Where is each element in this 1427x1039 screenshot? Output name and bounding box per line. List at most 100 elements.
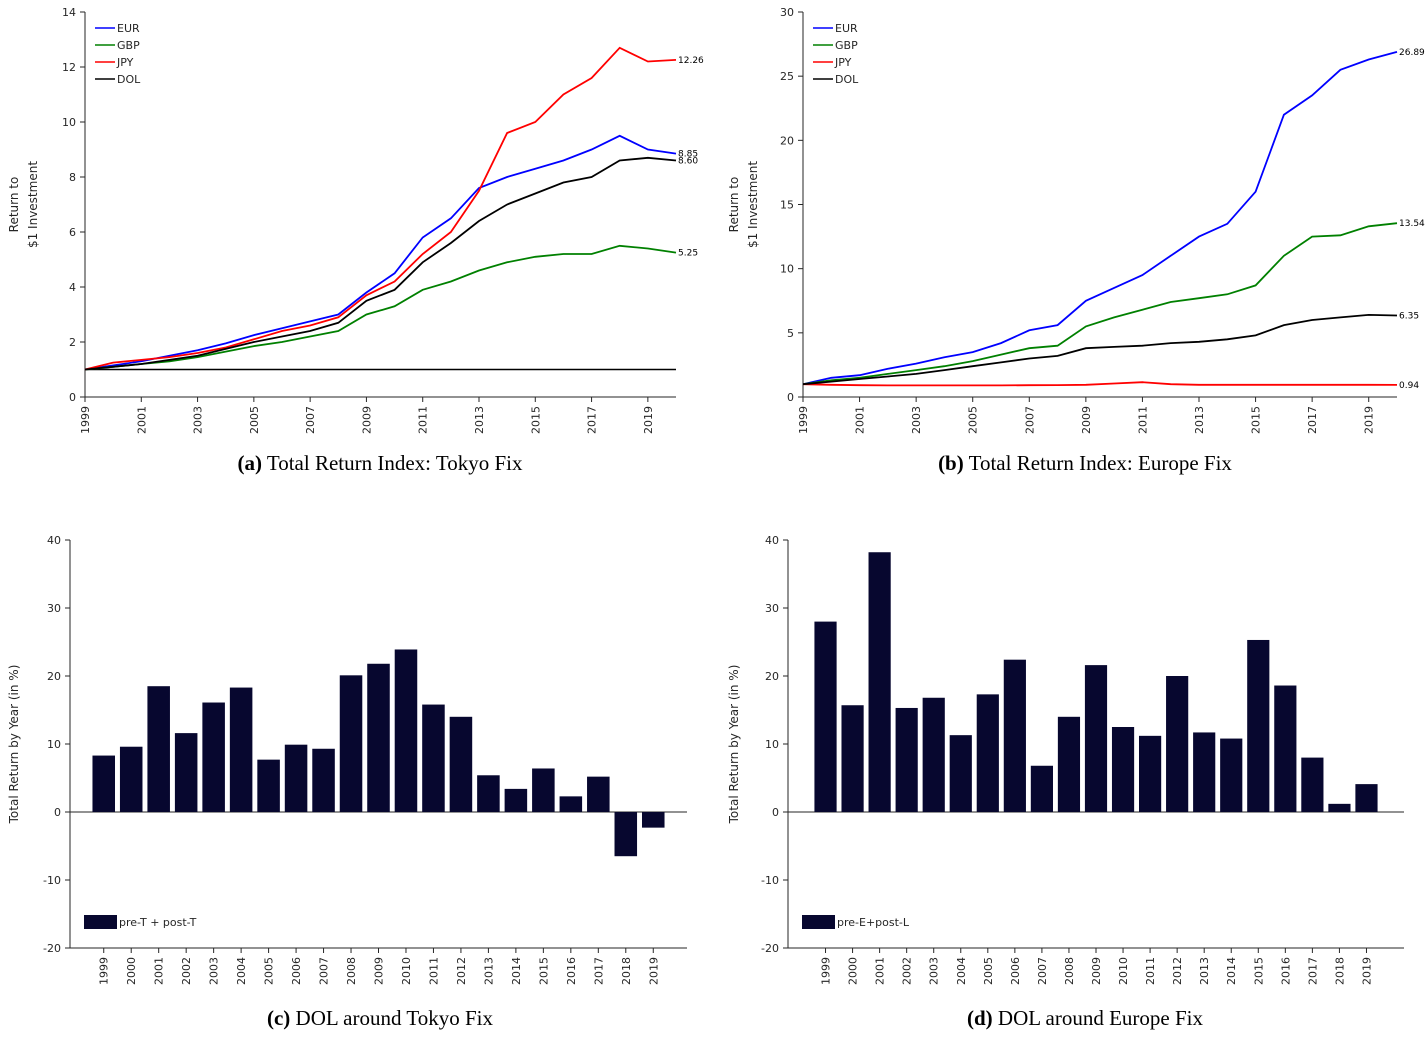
x-tick-label: 2010 [400,957,413,985]
x-tick-label: 2009 [1080,406,1093,434]
x-tick-label: 2005 [248,406,261,434]
series-line [802,222,1398,386]
bar [174,733,198,812]
caption-text: Total Return Index: Tokyo Fix [267,451,523,475]
end-label: 5.25 [678,249,698,259]
bar [1057,716,1081,812]
x-tick-label: 2018 [620,957,633,985]
bar [532,768,555,812]
x-tick-label: 2002 [901,957,914,985]
x-tick-label: 2016 [565,957,578,985]
x-tick-label: 2011 [417,406,430,434]
y-tick-label: 0 [787,391,794,404]
bar [422,704,445,812]
bar [1247,639,1270,812]
bar [394,649,418,812]
legend-label: JPY [116,56,134,69]
x-tick-label: 2003 [192,406,205,434]
series-line [84,46,677,371]
legend-swatch [84,915,117,929]
x-tick-label: 1999 [797,406,810,434]
bar [1139,735,1162,812]
legend-label: GBP [117,39,140,52]
y-tick-label: 10 [780,263,794,276]
bar [1084,665,1108,812]
bar [284,744,308,812]
y-tick-label: -20 [43,942,61,955]
x-tick-label: 2005 [982,957,995,985]
x-tick-label: 2013 [1193,406,1206,434]
x-tick-label: 2013 [482,957,495,985]
y-tick-label: 0 [69,391,76,404]
x-tick-label: 2004 [235,957,248,985]
x-tick-label: 2007 [318,957,331,985]
x-tick-label: 2006 [1009,957,1022,985]
y-tick-label: 6 [69,226,76,239]
x-tick-label: 2007 [1036,957,1049,985]
y-tick-label: 2 [69,336,76,349]
end-label: 8.85 [678,150,698,160]
legend-label: EUR [835,22,858,35]
y-axis-label: Total Return by Year (in %) [727,665,741,825]
x-tick-label: 2001 [135,406,148,434]
bar [1301,757,1324,812]
x-tick-label: 2014 [510,957,523,985]
bar [559,796,583,812]
y-tick-label: 20 [47,670,61,683]
y-tick-label: 40 [47,534,61,547]
series-line [84,134,677,371]
x-tick-label: 2008 [1063,957,1076,985]
x-tick-label: 2015 [529,406,542,434]
legend-label: JPY [834,56,852,69]
bar [312,748,335,812]
end-label: 26.89 [1399,48,1425,58]
series-line [802,381,1398,387]
caption-label: (d) [967,1006,993,1030]
end-label: 12.26 [678,56,704,66]
x-tick-label: 2011 [1136,406,1149,434]
y-axis-label: Return to [727,177,741,233]
bar [868,552,891,812]
bar [229,687,253,812]
x-tick-label: 2001 [874,957,887,985]
x-tick-label: 2017 [1306,406,1319,434]
bar [1003,659,1026,812]
x-tick-label: 2019 [647,957,660,985]
series-line [802,51,1398,386]
x-tick-label: 2017 [586,406,599,434]
x-tick-label: 2013 [473,406,486,434]
x-tick-label: 1999 [79,406,92,434]
legend-label: pre-T + post-T [119,916,197,929]
bar [614,812,638,857]
y-tick-label: 8 [69,171,76,184]
x-tick-label: 2018 [1333,957,1346,985]
y-tick-label: 4 [69,281,76,294]
x-tick-label: 2003 [928,957,941,985]
y-tick-label: 30 [780,6,794,19]
caption-label: (c) [267,1006,290,1030]
bar [949,735,972,812]
y-tick-label: 30 [765,602,779,615]
y-tick-label: 5 [787,327,794,340]
x-tick-label: 2014 [1225,957,1238,985]
x-tick-label: 2000 [847,957,860,985]
x-tick-label: 2010 [1117,957,1130,985]
x-tick-label: 2007 [304,406,317,434]
y-tick-label: 10 [47,738,61,751]
bar [339,675,363,812]
y-tick-label: -10 [43,874,61,887]
x-tick-label: 2003 [910,406,923,434]
x-tick-label: 2013 [1198,957,1211,985]
x-tick-label: 2005 [967,406,980,434]
y-tick-label: 0 [772,806,779,819]
series-line [84,156,677,371]
x-tick-label: 2017 [592,957,605,985]
x-tick-label: 2002 [180,957,193,985]
x-tick-label: 2000 [125,957,138,985]
y-tick-label: 20 [780,134,794,147]
y-tick-label: 25 [780,70,794,83]
legend-label: DOL [835,73,859,86]
bar [1030,765,1053,812]
